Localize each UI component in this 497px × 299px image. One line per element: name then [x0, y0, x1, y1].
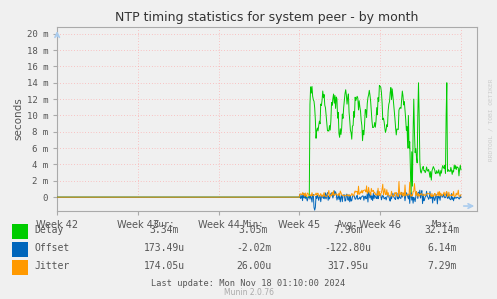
- Text: Jitter: Jitter: [34, 261, 70, 271]
- Text: Delay: Delay: [34, 225, 64, 235]
- Text: 317.95u: 317.95u: [328, 261, 368, 271]
- Text: 26.00u: 26.00u: [236, 261, 271, 271]
- Text: 173.49u: 173.49u: [144, 243, 184, 253]
- Text: Min:: Min:: [243, 220, 264, 229]
- Text: Last update: Mon Nov 18 01:10:00 2024: Last update: Mon Nov 18 01:10:00 2024: [152, 279, 345, 288]
- Text: Offset: Offset: [34, 243, 70, 253]
- Title: NTP timing statistics for system peer - by month: NTP timing statistics for system peer - …: [115, 11, 419, 24]
- Text: Cur:: Cur:: [153, 220, 175, 229]
- Text: 3.34m: 3.34m: [149, 225, 179, 235]
- Text: Munin 2.0.76: Munin 2.0.76: [224, 288, 273, 297]
- Text: RRDTOOL / TOBI OETIKER: RRDTOOL / TOBI OETIKER: [488, 78, 493, 161]
- Y-axis label: seconds: seconds: [14, 97, 24, 140]
- Text: 7.29m: 7.29m: [427, 261, 457, 271]
- Text: 32.14m: 32.14m: [425, 225, 460, 235]
- Text: 3.05m: 3.05m: [239, 225, 268, 235]
- Text: Max:: Max:: [431, 220, 453, 229]
- Text: 7.96m: 7.96m: [333, 225, 363, 235]
- Text: 174.05u: 174.05u: [144, 261, 184, 271]
- Text: 6.14m: 6.14m: [427, 243, 457, 253]
- Text: -122.80u: -122.80u: [325, 243, 371, 253]
- Text: -2.02m: -2.02m: [236, 243, 271, 253]
- Text: Avg:: Avg:: [337, 220, 359, 229]
